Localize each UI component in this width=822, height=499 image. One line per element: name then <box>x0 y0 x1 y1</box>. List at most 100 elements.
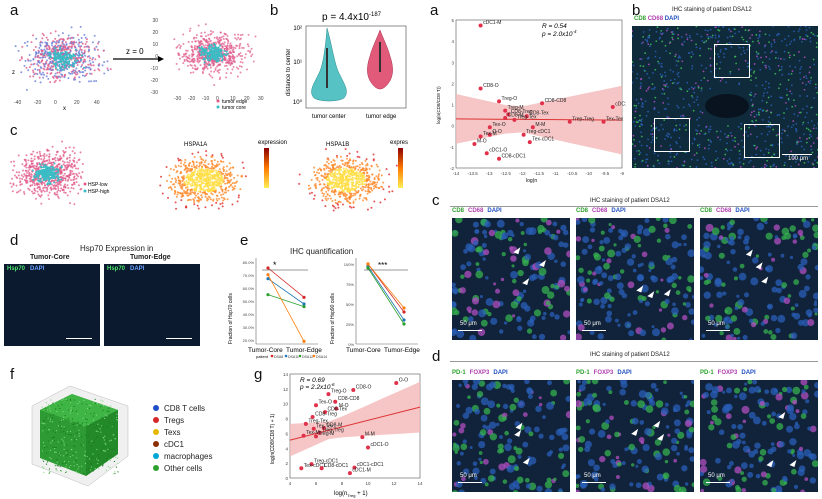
tick2d: -10 <box>202 96 209 102</box>
point-label: M-O <box>477 138 487 144</box>
xtick: -9.5 <box>602 171 610 176</box>
xtick: Tumor-Core <box>346 347 381 354</box>
tick2d: -10 <box>151 66 158 72</box>
a-r: R = 0.54 <box>542 23 567 30</box>
point-label: Tex-Tex <box>606 116 624 122</box>
point-label: cDC1-cDC1 <box>615 101 626 107</box>
sig-stars: *** <box>378 261 387 270</box>
ytick: 6 <box>285 431 288 436</box>
data-point <box>302 339 306 343</box>
series-line <box>267 278 305 305</box>
point-label: Treg-Tex <box>308 418 328 424</box>
a-xlabel: log(n <box>526 178 537 184</box>
scatter-point <box>317 430 322 435</box>
ytick: 2 <box>285 461 288 466</box>
series-line <box>267 267 305 298</box>
scatter-point <box>540 101 545 106</box>
ytick: 30.0% <box>243 325 255 330</box>
point-label: cDC1-M <box>352 468 370 474</box>
scatter-point <box>347 471 352 476</box>
ytick: 4 <box>285 446 288 451</box>
scatter-point <box>527 140 532 145</box>
point-label: Treg-O <box>502 96 518 102</box>
xtick: 4 <box>289 481 292 486</box>
scatter-point <box>314 434 318 439</box>
point-label: CD8-M <box>326 423 342 429</box>
scatter-point <box>321 426 326 431</box>
point-label: Treg-M <box>508 105 524 111</box>
panel-e-lines: 80.0% 70.0% 60.0% 50.0% 40.0% 30.0% 20.0% * Fr… <box>228 258 420 359</box>
legend-hsp-low: HSP-low <box>88 182 108 188</box>
ytick: 12 <box>283 387 289 392</box>
point-label: Tex-M <box>483 131 497 137</box>
tick2d: -30 <box>151 90 158 96</box>
panel-label-b: b <box>270 2 279 19</box>
tick2d: 30 <box>152 18 158 24</box>
channel-labels: PD-1 FOXP3 DAPI <box>700 370 756 376</box>
scatter-point <box>351 387 356 392</box>
series-line <box>367 267 405 325</box>
ytick: 60.0% <box>243 286 255 291</box>
xtick: -10.5 <box>567 171 578 176</box>
xtick: tumor center <box>312 114 346 120</box>
ytick: 70.0% <box>243 273 255 278</box>
sig-star: * <box>273 260 277 270</box>
ytick: 10² <box>293 26 302 32</box>
ytick: -1 <box>450 145 454 150</box>
point-label: CD8-CD8 <box>545 98 567 104</box>
point-label: Tex-cDC1 <box>304 463 326 469</box>
xtick: 6 <box>315 481 318 486</box>
series-line <box>367 263 405 313</box>
panel-label-c: c <box>10 122 18 139</box>
point-label: CD8-Treg <box>511 109 533 115</box>
legend-title: patient <box>256 354 269 359</box>
series-line <box>267 294 305 308</box>
legend-celltype: Other cells <box>164 464 202 473</box>
data-point <box>266 266 270 270</box>
data-point <box>302 302 306 306</box>
panel-g-scatter: O-OCD8-OTreg-OCD8-CD8Tex-OM-OCD8-TexCD8-… <box>270 372 423 498</box>
ytick: 5 <box>451 18 454 23</box>
data-point <box>402 310 406 314</box>
chan-dapi: DAPI <box>130 266 145 272</box>
tick3d: -20 <box>34 100 41 106</box>
scatter-point <box>326 392 331 397</box>
point-label: O-O <box>492 129 502 135</box>
point-label: cDC1-O <box>371 442 389 448</box>
channel-labels: CD8 CD68 DAPI <box>452 208 502 214</box>
point-label: CD8-O <box>483 83 499 89</box>
scale-label: 50 μm <box>460 321 477 327</box>
point-label: CD8-M <box>508 113 524 119</box>
panel-label-c-right: c <box>432 192 440 209</box>
legend-celltype: macrophages <box>164 452 212 461</box>
tick2d: 0 <box>216 96 219 102</box>
point-label: Tex-M <box>306 430 320 436</box>
panel-label-d: d <box>10 232 19 249</box>
legend-celltype: Tregs <box>164 416 184 425</box>
point-label: Treg-O <box>331 389 347 395</box>
ytick: 25% <box>346 322 354 327</box>
scale-label: 50 μm <box>708 321 725 327</box>
scatter-point <box>506 112 511 117</box>
scatter-point <box>303 421 308 426</box>
legend-tumor-core: tumor core <box>222 105 246 111</box>
ytick: 0 <box>285 476 288 481</box>
ytick: 3 <box>451 60 454 65</box>
point-label: CD8-O <box>356 384 372 390</box>
xtick: 12 <box>391 481 397 486</box>
scatter-point <box>334 406 339 411</box>
scatter-point <box>487 125 492 130</box>
scale-label: 50 μm <box>584 321 601 327</box>
scatter-point <box>314 403 318 408</box>
legend-patient: DSA11 <box>288 355 299 359</box>
z-axis-label: z <box>12 70 15 76</box>
scatter-point <box>503 108 508 113</box>
g-xlabel: log(nTreg + 1) <box>334 491 368 498</box>
ylabel-hsp70: Fraction of Hsp70 cells <box>228 293 234 344</box>
g-p: p = 2.2x10-6 <box>299 382 335 391</box>
panel-label-g: g <box>254 366 263 383</box>
x-axis-label: x <box>63 106 66 112</box>
hm1-title: HSPA1A <box>184 142 207 148</box>
scatter-point <box>394 381 399 386</box>
tick3d: -40 <box>14 100 21 106</box>
